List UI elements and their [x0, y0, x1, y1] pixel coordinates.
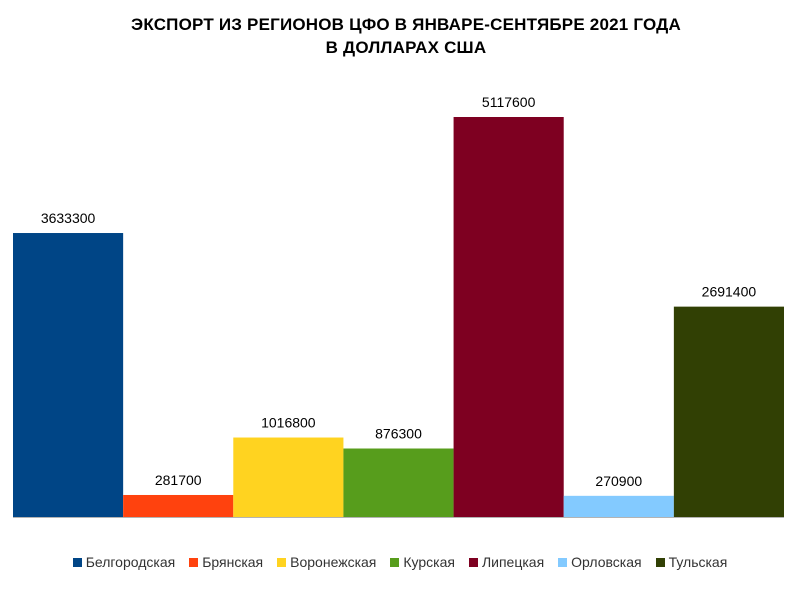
bar-6 [563, 495, 674, 517]
data-label-5: 5117600 [482, 94, 536, 110]
bar-4 [343, 448, 454, 517]
data-label-7: 2691400 [702, 284, 757, 300]
legend-label-3: Воронежская [290, 554, 377, 570]
legend-swatch-3 [277, 557, 287, 567]
data-label-1: 3633300 [41, 210, 96, 226]
data-label-4: 876300 [375, 426, 422, 442]
legend-label-5: Липецкая [481, 554, 545, 570]
legend-label-1: Белгородская [85, 554, 176, 570]
chart-subtitle: В ДОЛЛАРАХ США [325, 38, 487, 57]
chart-title-line1: ЭКСПОРТ ИЗ РЕГИОНОВ ЦФО В ЯНВАРЕ-СЕНТЯБР… [131, 15, 681, 34]
legend-label-4: Курская [403, 554, 455, 570]
data-label-3: 1016800 [261, 415, 316, 431]
legend-swatch-5 [468, 557, 478, 567]
chart-title: ЭКСПОРТ ИЗ РЕГИОНОВ ЦФО В ЯНВАРЕ-СЕНТЯБР… [0, 13, 800, 59]
legend-label-6: Орловская [571, 554, 642, 570]
legend-item-7: Тульская [655, 554, 728, 570]
bar-2 [123, 494, 234, 517]
legend-label-2: Брянская [202, 554, 264, 570]
legend-swatch-1 [72, 557, 82, 567]
bar-7 [673, 306, 784, 517]
chart-legend: Белгородская Брянская Воронежская Курская Ли… [0, 554, 800, 570]
legend-item-4: Курская [390, 554, 455, 570]
legend-item-5: Липецкая [468, 554, 545, 570]
legend-swatch-7 [655, 557, 665, 567]
legend-label-7: Тульская [668, 554, 728, 570]
legend-item-1: Белгородская [72, 554, 176, 570]
legend-item-6: Орловская [558, 554, 642, 570]
data-label-2: 281700 [155, 472, 202, 488]
legend-swatch-4 [390, 557, 400, 567]
legend-item-3: Воронежская [277, 554, 376, 570]
bar-3 [233, 437, 344, 517]
legend-swatch-6 [558, 557, 568, 567]
legend-swatch-2 [189, 557, 199, 567]
bar-5 [453, 117, 564, 517]
data-label-6: 270900 [595, 473, 642, 489]
legend-item-2: Брянская [189, 554, 263, 570]
bar-1 [13, 233, 124, 517]
